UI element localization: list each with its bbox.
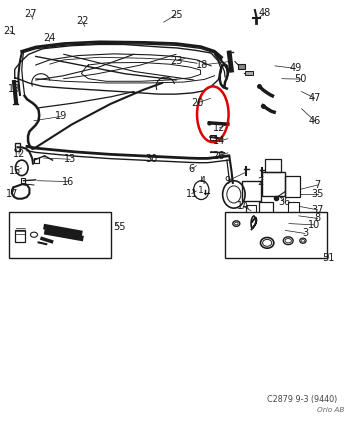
Bar — [21, 178, 25, 183]
Text: 9: 9 — [225, 176, 231, 186]
Text: 48: 48 — [259, 8, 271, 18]
Text: 24: 24 — [43, 33, 55, 43]
Text: 25: 25 — [170, 10, 182, 20]
Text: 16: 16 — [62, 177, 74, 187]
Text: 18: 18 — [8, 84, 20, 95]
Bar — [34, 157, 39, 163]
Text: 51: 51 — [323, 253, 335, 263]
Text: 47: 47 — [308, 93, 321, 103]
Text: 22: 22 — [76, 16, 88, 26]
Bar — [285, 176, 300, 197]
Text: 17: 17 — [6, 189, 18, 199]
Text: 4: 4 — [199, 176, 205, 186]
Text: 1: 1 — [199, 186, 204, 195]
Text: 46: 46 — [308, 116, 321, 126]
Bar — [15, 143, 20, 150]
Bar — [225, 212, 327, 258]
Text: 2: 2 — [258, 177, 264, 187]
Text: 26: 26 — [213, 151, 225, 161]
Text: 23: 23 — [170, 56, 183, 66]
Bar — [210, 135, 216, 140]
Text: 11: 11 — [186, 189, 198, 199]
Text: 27: 27 — [24, 9, 37, 19]
Text: 20: 20 — [191, 98, 204, 108]
Text: 13: 13 — [64, 154, 76, 164]
Bar — [246, 205, 256, 213]
Text: 12: 12 — [213, 123, 226, 133]
Bar — [259, 202, 274, 216]
Bar — [10, 212, 111, 258]
Text: 50: 50 — [294, 74, 307, 84]
Text: 7: 7 — [315, 180, 321, 190]
Text: 6: 6 — [189, 164, 195, 174]
Text: 8: 8 — [315, 213, 321, 224]
Text: Orio AB: Orio AB — [317, 407, 344, 413]
Text: 49: 49 — [289, 63, 301, 74]
Bar — [262, 172, 285, 196]
Text: C2879 9-3 (9440): C2879 9-3 (9440) — [267, 396, 337, 405]
Text: 19: 19 — [55, 111, 67, 121]
Text: 55: 55 — [113, 222, 125, 232]
Bar — [245, 71, 253, 75]
Bar — [238, 64, 245, 69]
Text: 36: 36 — [278, 197, 290, 207]
Bar — [15, 230, 25, 242]
Text: 14: 14 — [213, 136, 225, 146]
Text: 3: 3 — [302, 228, 308, 238]
Text: 21: 21 — [4, 26, 16, 36]
Text: 12: 12 — [13, 149, 25, 159]
Text: 35: 35 — [312, 189, 324, 199]
Text: 30: 30 — [145, 154, 158, 164]
Text: 18: 18 — [196, 60, 208, 70]
Text: 1A: 1A — [237, 201, 250, 212]
Bar — [265, 159, 281, 172]
Text: 37: 37 — [312, 205, 324, 215]
Text: 10: 10 — [308, 220, 320, 230]
Bar — [288, 202, 300, 213]
Text: 15: 15 — [9, 166, 21, 176]
Bar — [242, 181, 261, 201]
Bar — [289, 214, 299, 224]
